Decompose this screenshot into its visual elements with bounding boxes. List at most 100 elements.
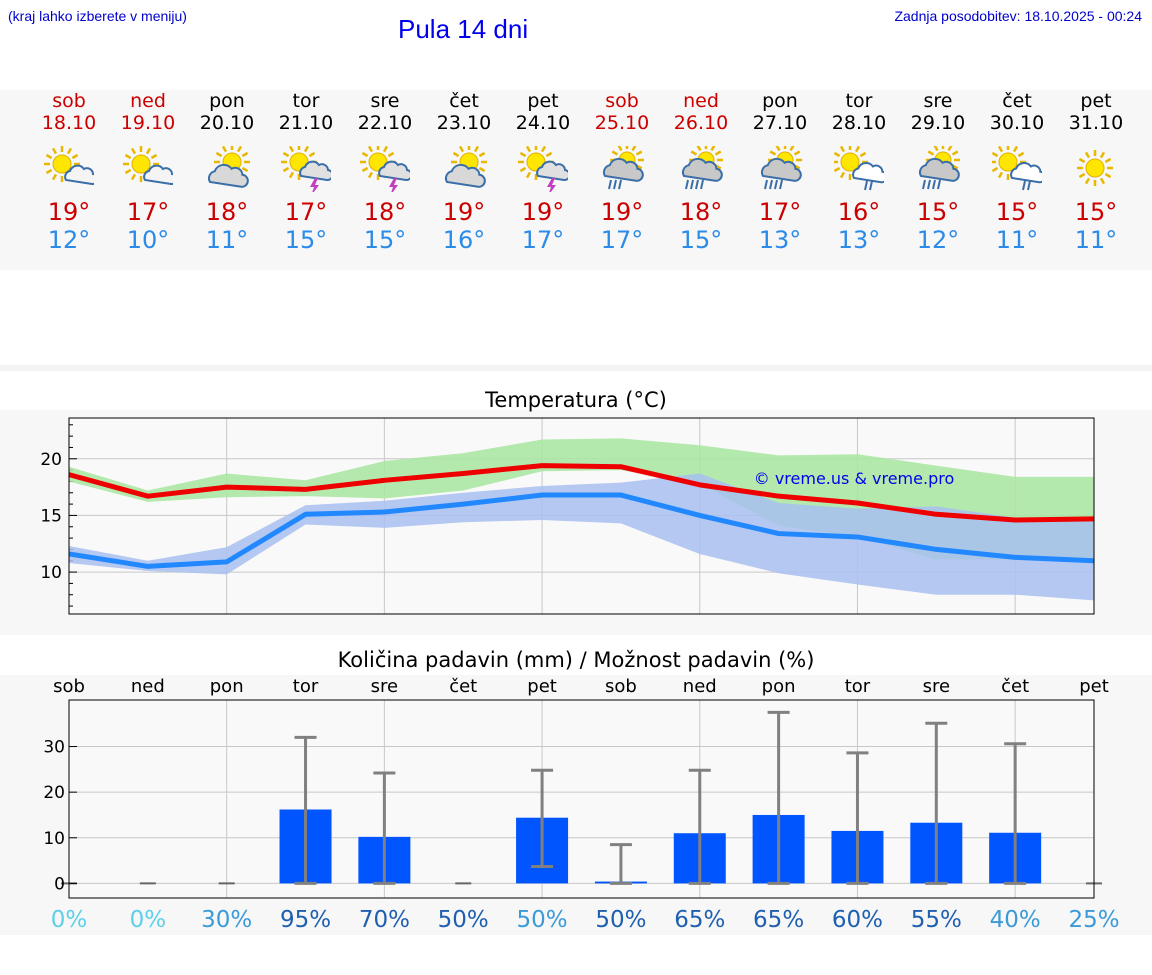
data-point — [699, 514, 701, 516]
data-point — [383, 511, 385, 513]
sun-ray — [51, 147, 58, 155]
max-temp: 15° — [1074, 198, 1118, 226]
rain-drop — [608, 179, 612, 190]
day-date: 27.10 — [752, 112, 808, 134]
day-name: sre — [370, 90, 400, 112]
rain-drop — [864, 180, 868, 191]
y-tick-label: 10 — [43, 829, 65, 849]
sun-ray — [859, 151, 867, 158]
sun-ray — [839, 146, 846, 153]
day-name: sre — [923, 90, 953, 112]
x-category-label: pon — [762, 676, 796, 697]
rain-drop — [690, 179, 694, 190]
precip-probability: 0% — [51, 907, 88, 933]
precip-probability: 50% — [517, 907, 568, 933]
sun-ray — [236, 146, 243, 153]
sun-ray — [1104, 157, 1112, 164]
lightning-bolt — [389, 178, 398, 192]
min-temp: 12° — [47, 226, 91, 254]
sun-storm-icon — [281, 146, 331, 192]
sun-disc — [998, 152, 1018, 172]
day-column: sob 18.10 19° 12° — [29, 90, 109, 254]
rain-drop — [769, 179, 773, 190]
max-temp: 19° — [521, 198, 565, 226]
day-name: tor — [845, 90, 873, 112]
sun-ray — [635, 150, 643, 156]
sun-ray — [1084, 177, 1091, 185]
x-category-label: pet — [527, 676, 557, 697]
lightning-bolt — [547, 178, 556, 192]
cloud-heavy-rain-icon — [918, 146, 960, 190]
day-date: 24.10 — [515, 112, 571, 134]
sun-ray — [308, 151, 316, 158]
day-date: 19.10 — [120, 112, 176, 134]
plot-frame — [68, 699, 1095, 899]
min-temp: 17° — [600, 226, 644, 254]
min-temp: 15° — [679, 226, 723, 254]
sun-ray — [997, 146, 1004, 153]
rain-drop — [937, 179, 941, 190]
day-name: ned — [130, 90, 166, 112]
cloud-sun-icon — [444, 146, 487, 188]
data-point — [147, 495, 149, 497]
sun-storm-icon — [360, 146, 410, 192]
sun-ray — [631, 146, 637, 152]
sun-ray — [124, 153, 132, 160]
day-column: čet 23.10 19° 16° — [424, 90, 504, 254]
sun-ray — [1099, 177, 1106, 185]
cloud-heavy-rain-icon — [681, 146, 723, 190]
precip-probability: 30% — [201, 907, 252, 933]
data-point — [541, 494, 543, 496]
sun-cloud-rain-icon — [834, 146, 884, 191]
data-point — [935, 513, 937, 515]
plot-frame — [68, 417, 1095, 615]
data-point — [856, 536, 858, 538]
rain-drop — [927, 179, 931, 190]
sun-disc — [52, 154, 72, 174]
data-point — [305, 513, 307, 515]
cloud-rain-icon — [602, 146, 644, 190]
day-date: 29.10 — [910, 112, 966, 134]
day-name: pet — [1080, 90, 1112, 112]
sun-ray — [519, 166, 527, 173]
temperature-chart: 10 15 20 © vreme.us & vreme.pro — [40, 417, 1095, 615]
data-point — [1014, 556, 1016, 558]
data-point — [147, 565, 149, 567]
sun-ray — [367, 146, 374, 153]
sun-ray — [793, 150, 801, 156]
cloud-shape — [536, 160, 568, 181]
day-column: sob 25.10 19° 17° — [582, 90, 662, 254]
data-point — [620, 494, 622, 496]
x-category-label: tor — [293, 676, 319, 697]
rain-drop — [613, 179, 617, 190]
y-tick-label: 20 — [40, 450, 62, 470]
x-category-label: ned — [683, 676, 717, 697]
sun-ray — [130, 173, 137, 181]
data-point — [305, 488, 307, 490]
max-temp: 19° — [600, 198, 644, 226]
precipitation-chart: sob ned pon tor sre čet pet sob ned pon tor sre čet p… — [43, 676, 1119, 933]
rain-drop — [685, 179, 689, 190]
data-point — [778, 495, 780, 497]
sun-ray — [951, 150, 959, 156]
max-temp: 15° — [995, 198, 1039, 226]
day-column: sre 29.10 15° 12° — [898, 90, 978, 254]
x-category-label: sob — [605, 676, 637, 697]
y-tick-label: 0 — [54, 874, 65, 894]
cloud-shape — [299, 160, 331, 181]
cloud-sun-icon — [207, 146, 250, 188]
max-temp: 18° — [679, 198, 723, 226]
sun-ray — [452, 151, 460, 158]
rain-drop — [1022, 180, 1026, 191]
divider — [0, 365, 1152, 371]
precip-probability: 50% — [438, 907, 489, 933]
page-title: Pula 14 dni — [398, 14, 529, 44]
x-category-label: tor — [845, 676, 871, 697]
day-name: čet — [1002, 90, 1032, 112]
sun-ray — [1084, 151, 1091, 159]
sun-ray — [789, 146, 795, 152]
precip-probability: 50% — [595, 907, 646, 933]
sun-ray — [282, 151, 290, 158]
sun-ray — [525, 171, 532, 179]
sun-ray — [303, 146, 310, 153]
